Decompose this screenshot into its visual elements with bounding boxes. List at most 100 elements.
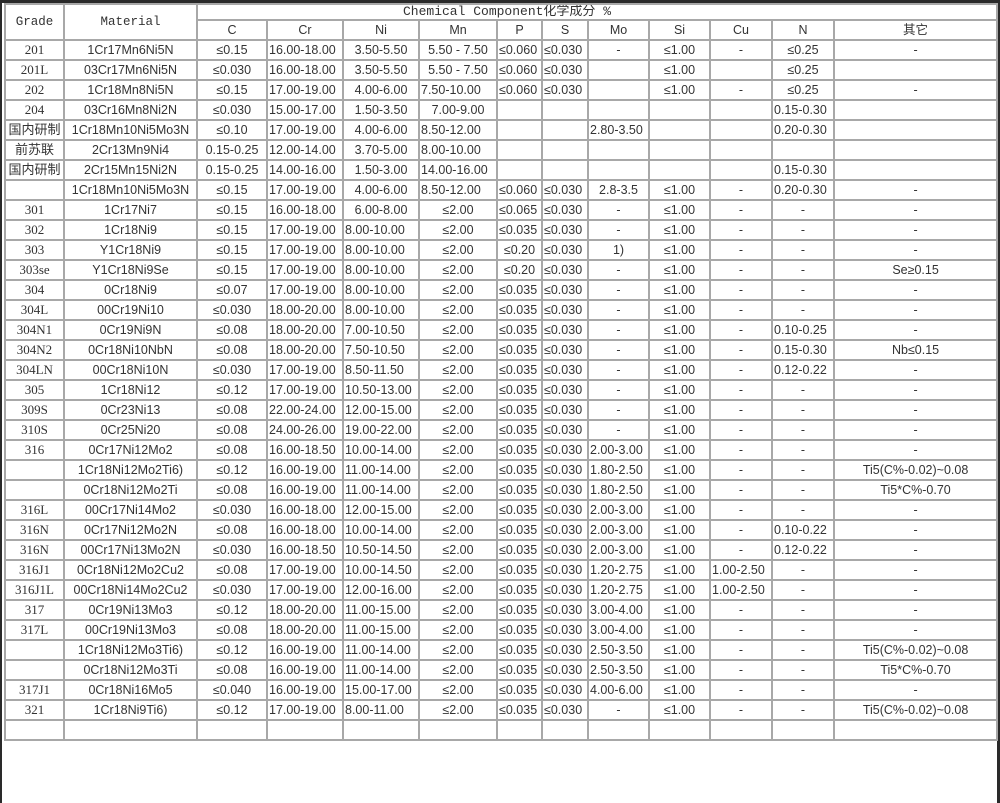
- cell-p: [496, 159, 543, 181]
- cell-p: ≤0.035: [496, 539, 543, 561]
- cell-grade: 303: [4, 239, 65, 261]
- cell-ni: 10.00-14.50: [342, 559, 420, 581]
- cell-ni: 11.00-14.00: [342, 459, 420, 481]
- cell-s: ≤0.030: [541, 519, 589, 541]
- cell-other: -: [832, 519, 999, 541]
- cell-ni: 10.50-13.00: [342, 379, 420, 401]
- cell-other: -: [832, 279, 999, 301]
- table-row: 303se Y1Cr18Ni9Se ≤0.15 17.00-19.00 8.00-10.…: [4, 259, 999, 281]
- cell-c: ≤0.08: [196, 659, 268, 681]
- cell-c: ≤0.030: [196, 499, 268, 521]
- header-chemical-component: Chemical Component化学成分 %: [195, 3, 999, 21]
- table-row: 317J1 0Cr18Ni16Mo5 ≤0.040 16.00-19.00 15.00-…: [4, 679, 999, 701]
- header-element-c: C: [196, 19, 268, 41]
- cell-n: 0.10-0.22: [771, 519, 835, 541]
- cell-c: ≤0.12: [196, 699, 268, 721]
- cell-material: 0Cr17Ni12Mo2: [63, 439, 198, 461]
- cell-grade: 304N1: [4, 319, 65, 341]
- cell-ni: 12.00-15.00: [342, 499, 420, 521]
- cell-mo: 2.8-3.5: [587, 179, 650, 201]
- cell-mn: ≤2.00: [418, 459, 498, 481]
- cell-si: ≤1.00: [648, 399, 711, 421]
- cell-grade: 316L: [4, 499, 65, 521]
- cell-cr: 22.00-24.00: [266, 399, 344, 421]
- table-row: 前苏联 2Cr13Mn9Ni4 0.15-0.25 12.00-14.00 3.70-5…: [4, 139, 999, 161]
- table-row: 310S 0Cr25Ni20 ≤0.08 24.00-26.00 19.00-22.00…: [4, 419, 999, 441]
- cell-mn: 7.50-10.00: [418, 79, 498, 101]
- cell-cr: 17.00-19.00: [266, 359, 344, 381]
- cell-cr: 16.00-19.00: [266, 479, 344, 501]
- cell-s: ≤0.030: [541, 319, 589, 341]
- cell-cu: -: [709, 39, 773, 61]
- cell-p: ≤0.035: [496, 699, 543, 721]
- cell-grade: 305: [4, 379, 65, 401]
- cell-grade: 316N: [4, 519, 65, 541]
- cell-mn: ≤2.00: [418, 579, 498, 601]
- cell-ni: [342, 719, 420, 741]
- cell-n: -: [771, 679, 835, 701]
- cell-p: ≤0.035: [496, 659, 543, 681]
- header-element-cu: Cu: [709, 19, 773, 41]
- cell-other: [832, 59, 999, 81]
- cell-ni: 8.00-10.00: [342, 279, 420, 301]
- cell-cu: -: [709, 379, 773, 401]
- cell-grade: [4, 719, 65, 741]
- cell-mo: -: [587, 359, 650, 381]
- cell-s: ≤0.030: [541, 479, 589, 501]
- cell-cr: 14.00-16.00: [266, 159, 344, 181]
- cell-material: 2Cr13Mn9Ni4: [63, 139, 198, 161]
- cell-mo: -: [587, 319, 650, 341]
- cell-material: 2Cr15Mn15Ni2N: [63, 159, 198, 181]
- cell-mn: ≤2.00: [418, 619, 498, 641]
- cell-c: ≤0.08: [196, 399, 268, 421]
- cell-mn: 8.50-12.00: [418, 179, 498, 201]
- table-row: 305 1Cr18Ni12 ≤0.12 17.00-19.00 10.50-13.00 ≤…: [4, 379, 999, 401]
- cell-p: [496, 99, 543, 121]
- cell-ni: 8.00-11.00: [342, 699, 420, 721]
- cell-grade: [4, 639, 65, 661]
- cell-mn: ≤2.00: [418, 199, 498, 221]
- cell-material: Y1Cr18Ni9: [63, 239, 198, 261]
- cell-mn: ≤2.00: [418, 339, 498, 361]
- cell-p: ≤0.035: [496, 519, 543, 541]
- cell-p: ≤0.035: [496, 219, 543, 241]
- cell-cu: -: [709, 419, 773, 441]
- cell-n: -: [771, 639, 835, 661]
- cell-si: ≤1.00: [648, 79, 711, 101]
- cell-ni: 7.00-10.50: [342, 319, 420, 341]
- table-row: 316 0Cr17Ni12Mo2 ≤0.08 16.00-18.50 10.00-14.…: [4, 439, 999, 461]
- table-row: 201 1Cr17Mn6Ni5N ≤0.15 16.00-18.00 3.50-5.50…: [4, 39, 999, 61]
- cell-cr: 17.00-19.00: [266, 179, 344, 201]
- cell-other: -: [832, 179, 999, 201]
- cell-n: -: [771, 419, 835, 441]
- cell-grade: 317L: [4, 619, 65, 641]
- cell-grade: 304L: [4, 299, 65, 321]
- cell-s: ≤0.030: [541, 659, 589, 681]
- header-element-mo: Mo: [587, 19, 650, 41]
- cell-s: ≤0.030: [541, 79, 589, 101]
- table-row: 316N 00Cr17Ni13Mo2N ≤0.030 16.00-18.50 10.50…: [4, 539, 999, 561]
- cell-c: ≤0.15: [196, 79, 268, 101]
- cell-grade: 309S: [4, 399, 65, 421]
- cell-cu: [709, 159, 773, 181]
- cell-si: ≤1.00: [648, 339, 711, 361]
- cell-other: Nb≤0.15: [832, 339, 999, 361]
- table-row: 304N2 0Cr18Ni10NbN ≤0.08 18.00-20.00 7.50-10…: [4, 339, 999, 361]
- cell-mo: -: [587, 39, 650, 61]
- cell-si: ≤1.00: [648, 299, 711, 321]
- cell-other: [832, 119, 999, 141]
- cell-other: -: [832, 679, 999, 701]
- table-row: 301 1Cr17Ni7 ≤0.15 16.00-18.00 6.00-8.00 ≤2.0…: [4, 199, 999, 221]
- cell-material: 0Cr18Ni12Mo2Cu2: [63, 559, 198, 581]
- cell-si: [648, 139, 711, 161]
- cell-cu: -: [709, 619, 773, 641]
- cell-cu: -: [709, 319, 773, 341]
- cell-other: -: [832, 219, 999, 241]
- cell-mo: 1): [587, 239, 650, 261]
- cell-cu: 1.00-2.50: [709, 579, 773, 601]
- cell-cr: 17.00-19.00: [266, 259, 344, 281]
- cell-other: -: [832, 39, 999, 61]
- cell-si: ≤1.00: [648, 459, 711, 481]
- cell-material: 1Cr18Ni12Mo2Ti6): [63, 459, 198, 481]
- cell-ni: 10.50-14.50: [342, 539, 420, 561]
